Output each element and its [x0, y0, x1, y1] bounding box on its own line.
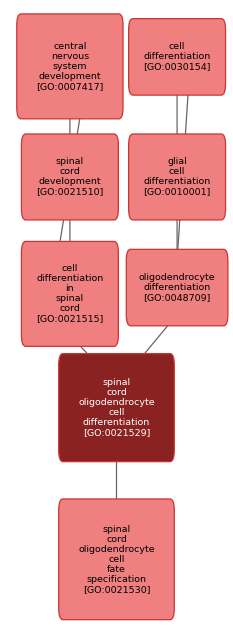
FancyBboxPatch shape — [59, 499, 174, 619]
Text: spinal
cord
oligodendrocyte
cell
differentiation
[GO:0021529]: spinal cord oligodendrocyte cell differe… — [78, 378, 155, 437]
Text: spinal
cord
oligodendrocyte
cell
fate
specification
[GO:0021530]: spinal cord oligodendrocyte cell fate sp… — [78, 525, 155, 594]
FancyBboxPatch shape — [17, 14, 123, 119]
FancyBboxPatch shape — [129, 134, 226, 220]
FancyBboxPatch shape — [59, 354, 174, 461]
FancyBboxPatch shape — [129, 18, 226, 95]
Text: glial
cell
differentiation
[GO:0010001]: glial cell differentiation [GO:0010001] — [143, 157, 211, 197]
FancyBboxPatch shape — [21, 134, 118, 220]
Text: oligodendrocyte
differentiation
[GO:0048709]: oligodendrocyte differentiation [GO:0048… — [139, 273, 215, 302]
FancyBboxPatch shape — [21, 241, 118, 346]
Text: spinal
cord
development
[GO:0021510]: spinal cord development [GO:0021510] — [36, 157, 104, 197]
Text: cell
differentiation
[GO:0030154]: cell differentiation [GO:0030154] — [143, 42, 211, 71]
Text: central
nervous
system
development
[GO:0007417]: central nervous system development [GO:0… — [36, 42, 104, 91]
FancyBboxPatch shape — [126, 249, 228, 326]
Text: cell
differentiation
in
spinal
cord
[GO:0021515]: cell differentiation in spinal cord [GO:… — [36, 264, 104, 324]
